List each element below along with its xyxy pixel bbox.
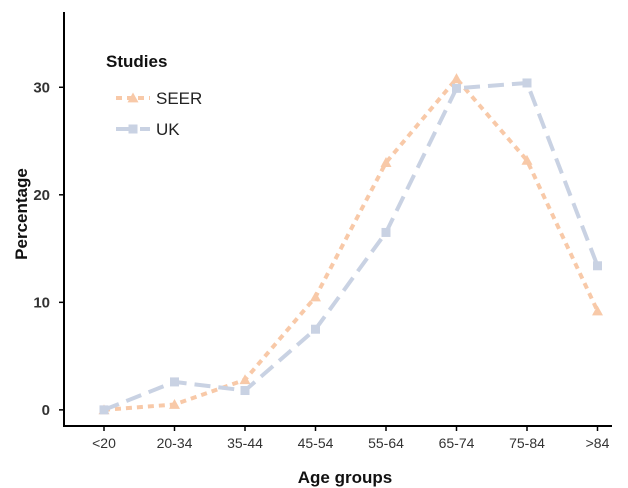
x-tick-label: <20 — [92, 435, 116, 451]
data-point-uk — [170, 377, 179, 387]
x-tick-label: 20-34 — [157, 435, 193, 451]
y-tick-label: 10 — [33, 294, 50, 311]
data-point-seer — [169, 398, 180, 409]
data-point-uk — [522, 78, 532, 88]
legend-item-uk: UK — [116, 120, 180, 139]
y-tick-label: 0 — [42, 402, 50, 419]
data-point-seer — [239, 374, 251, 385]
x-axis-title: Age groups — [298, 468, 392, 487]
legend-label-seer: SEER — [156, 89, 202, 108]
data-point-seer — [310, 291, 321, 302]
y-axis-title: Percentage — [12, 168, 31, 260]
legend-marker-seer — [127, 92, 139, 103]
series-line-uk — [103, 80, 600, 412]
legend: Studies SEER UK — [106, 52, 202, 139]
series-uk — [99, 78, 602, 415]
data-point-seer — [380, 157, 392, 167]
data-point-seer — [451, 73, 462, 84]
x-tick-label: 35-44 — [227, 435, 263, 451]
x-tick-label: 75-84 — [509, 435, 545, 451]
series-layer — [98, 73, 603, 415]
x-tick-label: >84 — [586, 435, 610, 451]
series-line-seer — [103, 76, 600, 412]
x-tick-label: 55-64 — [368, 435, 404, 451]
data-point-uk — [452, 83, 461, 93]
x-tick-label: 45-54 — [298, 435, 334, 451]
x-axis-ticks: <20 20-34 35-44 45-54 55-64 65-74 75-84 >84 — [92, 426, 610, 451]
plot-area: 0 10 20 30 <20 20-34 35-44 45-54 55-64 65-74 75-8… — [33, 12, 612, 451]
data-point-uk — [593, 261, 602, 271]
data-point-seer — [521, 154, 533, 165]
data-point-seer — [592, 305, 603, 316]
y-axis-ticks: 0 10 20 30 — [33, 79, 64, 419]
data-point-uk — [311, 324, 320, 334]
legend-item-seer: SEER — [116, 89, 202, 108]
legend-label-uk: UK — [156, 120, 180, 139]
data-point-uk — [240, 386, 250, 396]
y-tick-label: 20 — [33, 187, 50, 204]
legend-title: Studies — [106, 52, 167, 71]
data-point-uk — [99, 405, 109, 415]
data-point-uk — [381, 227, 391, 237]
legend-marker-uk — [128, 124, 138, 134]
y-tick-label: 30 — [33, 79, 50, 96]
x-tick-label: 65-74 — [439, 435, 475, 451]
